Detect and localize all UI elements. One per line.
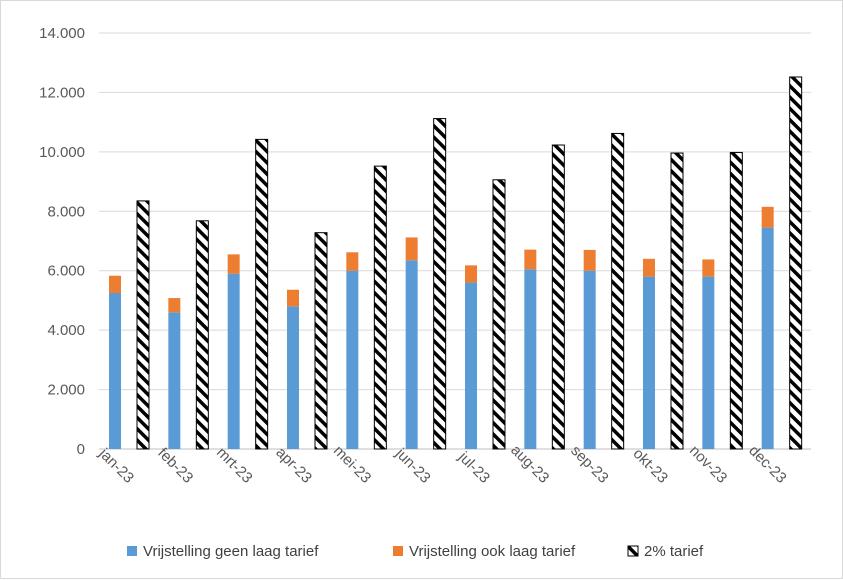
x-tick-label: mrt-23	[213, 444, 256, 487]
x-tick-label: jun-23	[392, 444, 434, 486]
bar-ook-laag-tarief	[287, 289, 299, 307]
bar-geen-laag-tarief	[524, 269, 537, 449]
bar-2-procent-tarief	[433, 118, 447, 450]
bar-ook-laag-tarief	[227, 254, 240, 274]
legend-label: Vrijstelling ook laag tarief	[409, 543, 576, 560]
bar-geen-laag-tarief	[109, 293, 121, 449]
bar-ook-laag-tarief	[109, 275, 121, 293]
legend-label: Vrijstelling geen laag tarief	[143, 543, 319, 560]
bar-geen-laag-tarief	[227, 273, 240, 449]
x-tick-label: jul-23	[454, 448, 493, 487]
bar-geen-laag-tarief	[702, 276, 715, 449]
bar-geen-laag-tarief	[583, 270, 596, 449]
legend-swatch-geen-laag-tarief	[127, 546, 137, 556]
bar-2-procent-tarief	[255, 138, 269, 450]
y-tick-label: 0	[77, 441, 85, 458]
bar-geen-laag-tarief	[761, 227, 774, 449]
bar-ook-laag-tarief	[702, 259, 715, 277]
bar-ook-laag-tarief	[405, 237, 418, 261]
bar-ook-laag-tarief	[346, 252, 359, 271]
legend-swatch-2-procent	[627, 545, 639, 557]
legend-label: 2% tarief	[644, 543, 704, 560]
y-tick-label: 10.000	[39, 144, 85, 161]
bar-2-procent-tarief	[551, 144, 565, 450]
gridlines	[99, 32, 811, 450]
legend-swatch-ook-laag-tarief	[393, 546, 403, 556]
bars	[109, 76, 803, 450]
bar-2-procent-tarief	[611, 132, 625, 450]
bar-geen-laag-tarief	[346, 270, 359, 449]
bar-2-procent-tarief	[136, 200, 150, 450]
bar-ook-laag-tarief	[465, 265, 477, 283]
bar-2-procent-tarief	[492, 179, 506, 450]
bar-2-procent-tarief	[373, 165, 387, 450]
bar-2-procent-tarief	[195, 220, 209, 450]
legend: Vrijstelling geen laag tarief Vrijstellin…	[127, 543, 704, 560]
bar-geen-laag-tarief	[465, 282, 477, 449]
bar-geen-laag-tarief	[287, 306, 299, 449]
x-tick-label: feb-23	[154, 445, 196, 487]
x-tick-label: apr-23	[272, 444, 315, 487]
y-axis-labels: 0 2.000 4.000 6.000 8.000 10.000 12.000 14.000	[39, 25, 85, 458]
bar-2-procent-tarief	[670, 152, 684, 450]
y-tick-label: 12.000	[39, 84, 85, 101]
bar-2-procent-tarief	[789, 76, 803, 450]
y-tick-label: 14.000	[39, 25, 85, 42]
bar-ook-laag-tarief	[643, 258, 655, 277]
y-tick-label: 6.000	[47, 263, 85, 280]
bar-2-procent-tarief	[314, 232, 328, 450]
y-tick-label: 8.000	[47, 203, 85, 220]
bar-ook-laag-tarief	[524, 249, 537, 270]
bar-geen-laag-tarief	[643, 276, 655, 449]
y-tick-label: 2.000	[47, 382, 85, 399]
bar-ook-laag-tarief	[761, 206, 774, 228]
bar-ook-laag-tarief	[168, 298, 181, 313]
x-tick-label: okt-23	[630, 445, 672, 487]
bar-2-procent-tarief	[729, 151, 743, 450]
x-tick-label: jan-23	[95, 444, 137, 486]
bar-geen-laag-tarief	[405, 260, 418, 449]
bar-geen-laag-tarief	[168, 312, 181, 449]
bar-ook-laag-tarief	[583, 249, 596, 271]
y-tick-label: 4.000	[47, 322, 85, 339]
